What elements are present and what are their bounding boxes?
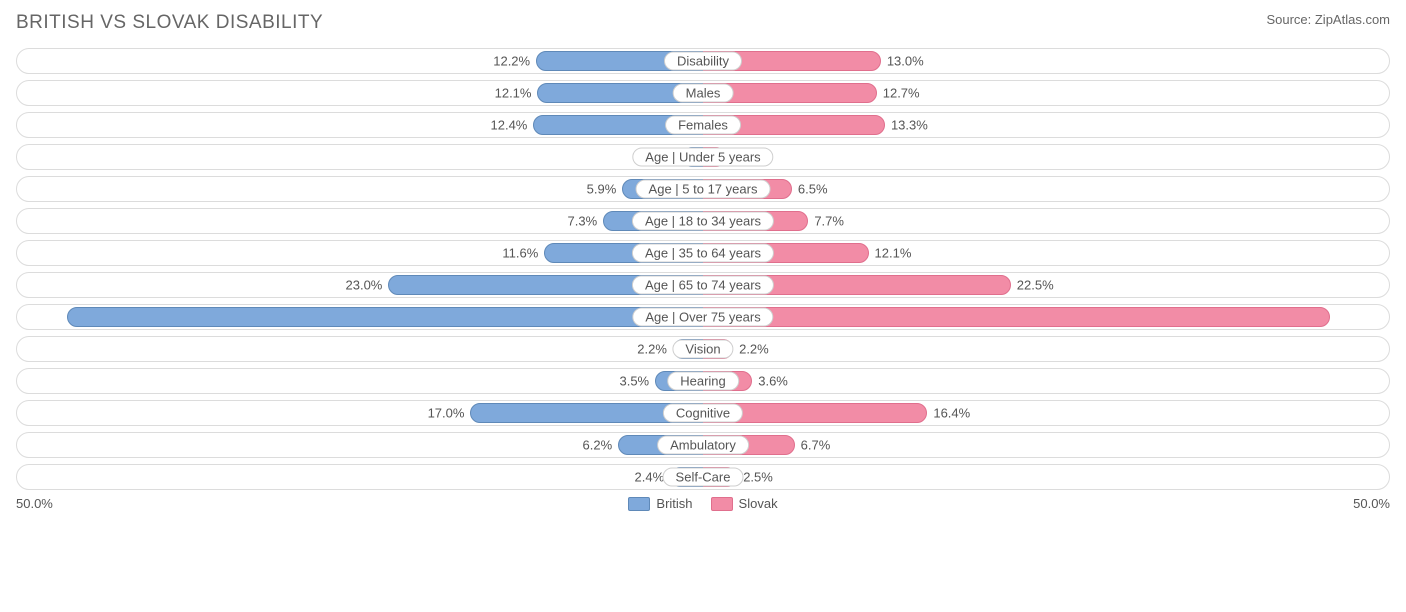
value-right: 22.5% — [1017, 278, 1054, 293]
chart-header: BRITISH VS SLOVAK DISABILITY Source: Zip… — [16, 12, 1390, 34]
value-left: 3.5% — [619, 374, 649, 389]
chart-row: Hearing 3.5% 3.6% — [16, 368, 1390, 394]
value-right: 7.7% — [814, 214, 844, 229]
chart-title: BRITISH VS SLOVAK DISABILITY — [16, 12, 323, 34]
value-left: 23.0% — [346, 278, 383, 293]
category-label: Disability — [664, 52, 742, 71]
chart-row: Age | 5 to 17 years 5.9% 6.5% — [16, 176, 1390, 202]
category-label: Age | 5 to 17 years — [636, 180, 771, 199]
value-left: 11.6% — [502, 246, 538, 261]
chart-row: Cognitive 17.0% 16.4% — [16, 400, 1390, 426]
value-left: 6.2% — [583, 438, 613, 453]
category-label: Females — [665, 116, 741, 135]
category-label: Age | Over 75 years — [632, 308, 773, 327]
chart-legend: British Slovak — [628, 496, 777, 511]
value-right: 6.5% — [798, 182, 828, 197]
bar-right — [703, 307, 1330, 327]
legend-item-british: British — [628, 496, 692, 511]
value-left: 2.4% — [635, 470, 665, 485]
chart-footer: 50.0% British Slovak 50.0% — [16, 496, 1390, 511]
value-left: 17.0% — [428, 406, 465, 421]
value-left: 12.4% — [491, 118, 528, 133]
value-left: 12.2% — [493, 54, 530, 69]
legend-swatch-british — [628, 497, 650, 511]
chart-row: Ambulatory 6.2% 6.7% — [16, 432, 1390, 458]
value-right: 13.0% — [887, 54, 924, 69]
category-label: Age | 35 to 64 years — [632, 244, 774, 263]
value-right: 2.5% — [743, 470, 773, 485]
category-label: Age | 65 to 74 years — [632, 276, 774, 295]
category-label: Ambulatory — [657, 436, 749, 455]
legend-label-british: British — [656, 496, 692, 511]
chart-row: Vision 2.2% 2.2% — [16, 336, 1390, 362]
value-right: 45.8% — [1344, 310, 1381, 325]
chart-row: Males 12.1% 12.7% — [16, 80, 1390, 106]
value-right: 6.7% — [801, 438, 831, 453]
legend-swatch-slovak — [711, 497, 733, 511]
category-label: Hearing — [667, 372, 739, 391]
chart-row: Self-Care2.4% 2.5% — [16, 464, 1390, 490]
chart-source: Source: ZipAtlas.com — [1266, 12, 1390, 27]
legend-label-slovak: Slovak — [739, 496, 778, 511]
chart-row: Age | 35 to 64 years 11.6% 12.1% — [16, 240, 1390, 266]
category-label: Age | 18 to 34 years — [632, 212, 774, 231]
value-left: 7.3% — [568, 214, 598, 229]
category-label: Vision — [672, 340, 733, 359]
chart-row: Females 12.4% 13.3% — [16, 112, 1390, 138]
legend-item-slovak: Slovak — [711, 496, 778, 511]
category-label: Cognitive — [663, 404, 743, 423]
value-left: 46.5% — [25, 310, 62, 325]
category-label: Age | Under 5 years — [632, 148, 773, 167]
value-right: 13.3% — [891, 118, 928, 133]
value-left: 2.2% — [637, 342, 667, 357]
value-left: 5.9% — [587, 182, 617, 197]
category-label: Males — [673, 84, 734, 103]
chart-row: Age | Under 5 years1.5%1.7% — [16, 144, 1390, 170]
chart-row: Disability 12.2% 13.0% — [16, 48, 1390, 74]
category-label: Self-Care — [663, 468, 744, 487]
chart-row: Age | 18 to 34 years 7.3% 7.7% — [16, 208, 1390, 234]
axis-left-max: 50.0% — [16, 496, 53, 511]
value-right: 12.1% — [875, 246, 912, 261]
chart-row: Age | Over 75 years 46.5% 45.8% — [16, 304, 1390, 330]
diverging-bar-chart: Disability 12.2% 13.0% Males 12.1% 12.7% Femal… — [16, 48, 1390, 490]
value-right: 3.6% — [758, 374, 788, 389]
bar-left — [67, 307, 703, 327]
axis-right-max: 50.0% — [1353, 496, 1390, 511]
value-right: 16.4% — [933, 406, 970, 421]
value-left: 12.1% — [495, 86, 532, 101]
chart-row: Age | 65 to 74 years 23.0% 22.5% — [16, 272, 1390, 298]
value-right: 12.7% — [883, 86, 920, 101]
value-right: 2.2% — [739, 342, 769, 357]
